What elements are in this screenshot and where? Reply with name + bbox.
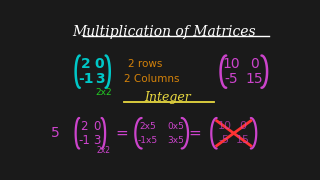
Text: 2x5: 2x5 [139,122,156,131]
Text: 10: 10 [218,121,231,131]
Text: 0: 0 [95,57,105,71]
Text: 2: 2 [81,57,91,71]
Text: 15: 15 [236,135,250,145]
Text: Multiplication of Matrices: Multiplication of Matrices [72,25,256,39]
Text: 0x5: 0x5 [167,122,184,131]
Text: -1x5: -1x5 [138,136,158,145]
Text: -1: -1 [78,134,90,147]
Text: 2: 2 [80,120,88,133]
Text: -5: -5 [225,72,238,86]
Text: -1: -1 [78,72,93,86]
Text: 2x2: 2x2 [95,88,112,97]
Text: 3: 3 [93,134,100,147]
Text: 2x2: 2x2 [97,146,110,155]
Text: 0: 0 [250,57,259,71]
Text: 0: 0 [93,120,100,133]
Text: =: = [116,126,129,141]
Text: 10: 10 [223,57,240,71]
Text: 3: 3 [95,72,105,86]
Text: 0: 0 [240,121,246,131]
Text: 2 Columns: 2 Columns [124,74,179,84]
Text: -5: -5 [219,135,230,145]
Text: =: = [188,126,201,141]
Text: 3x5: 3x5 [167,136,184,145]
Text: 5: 5 [51,126,60,140]
Text: 15: 15 [246,72,263,86]
Text: 2 rows: 2 rows [128,59,162,69]
Text: Integer: Integer [145,91,191,104]
